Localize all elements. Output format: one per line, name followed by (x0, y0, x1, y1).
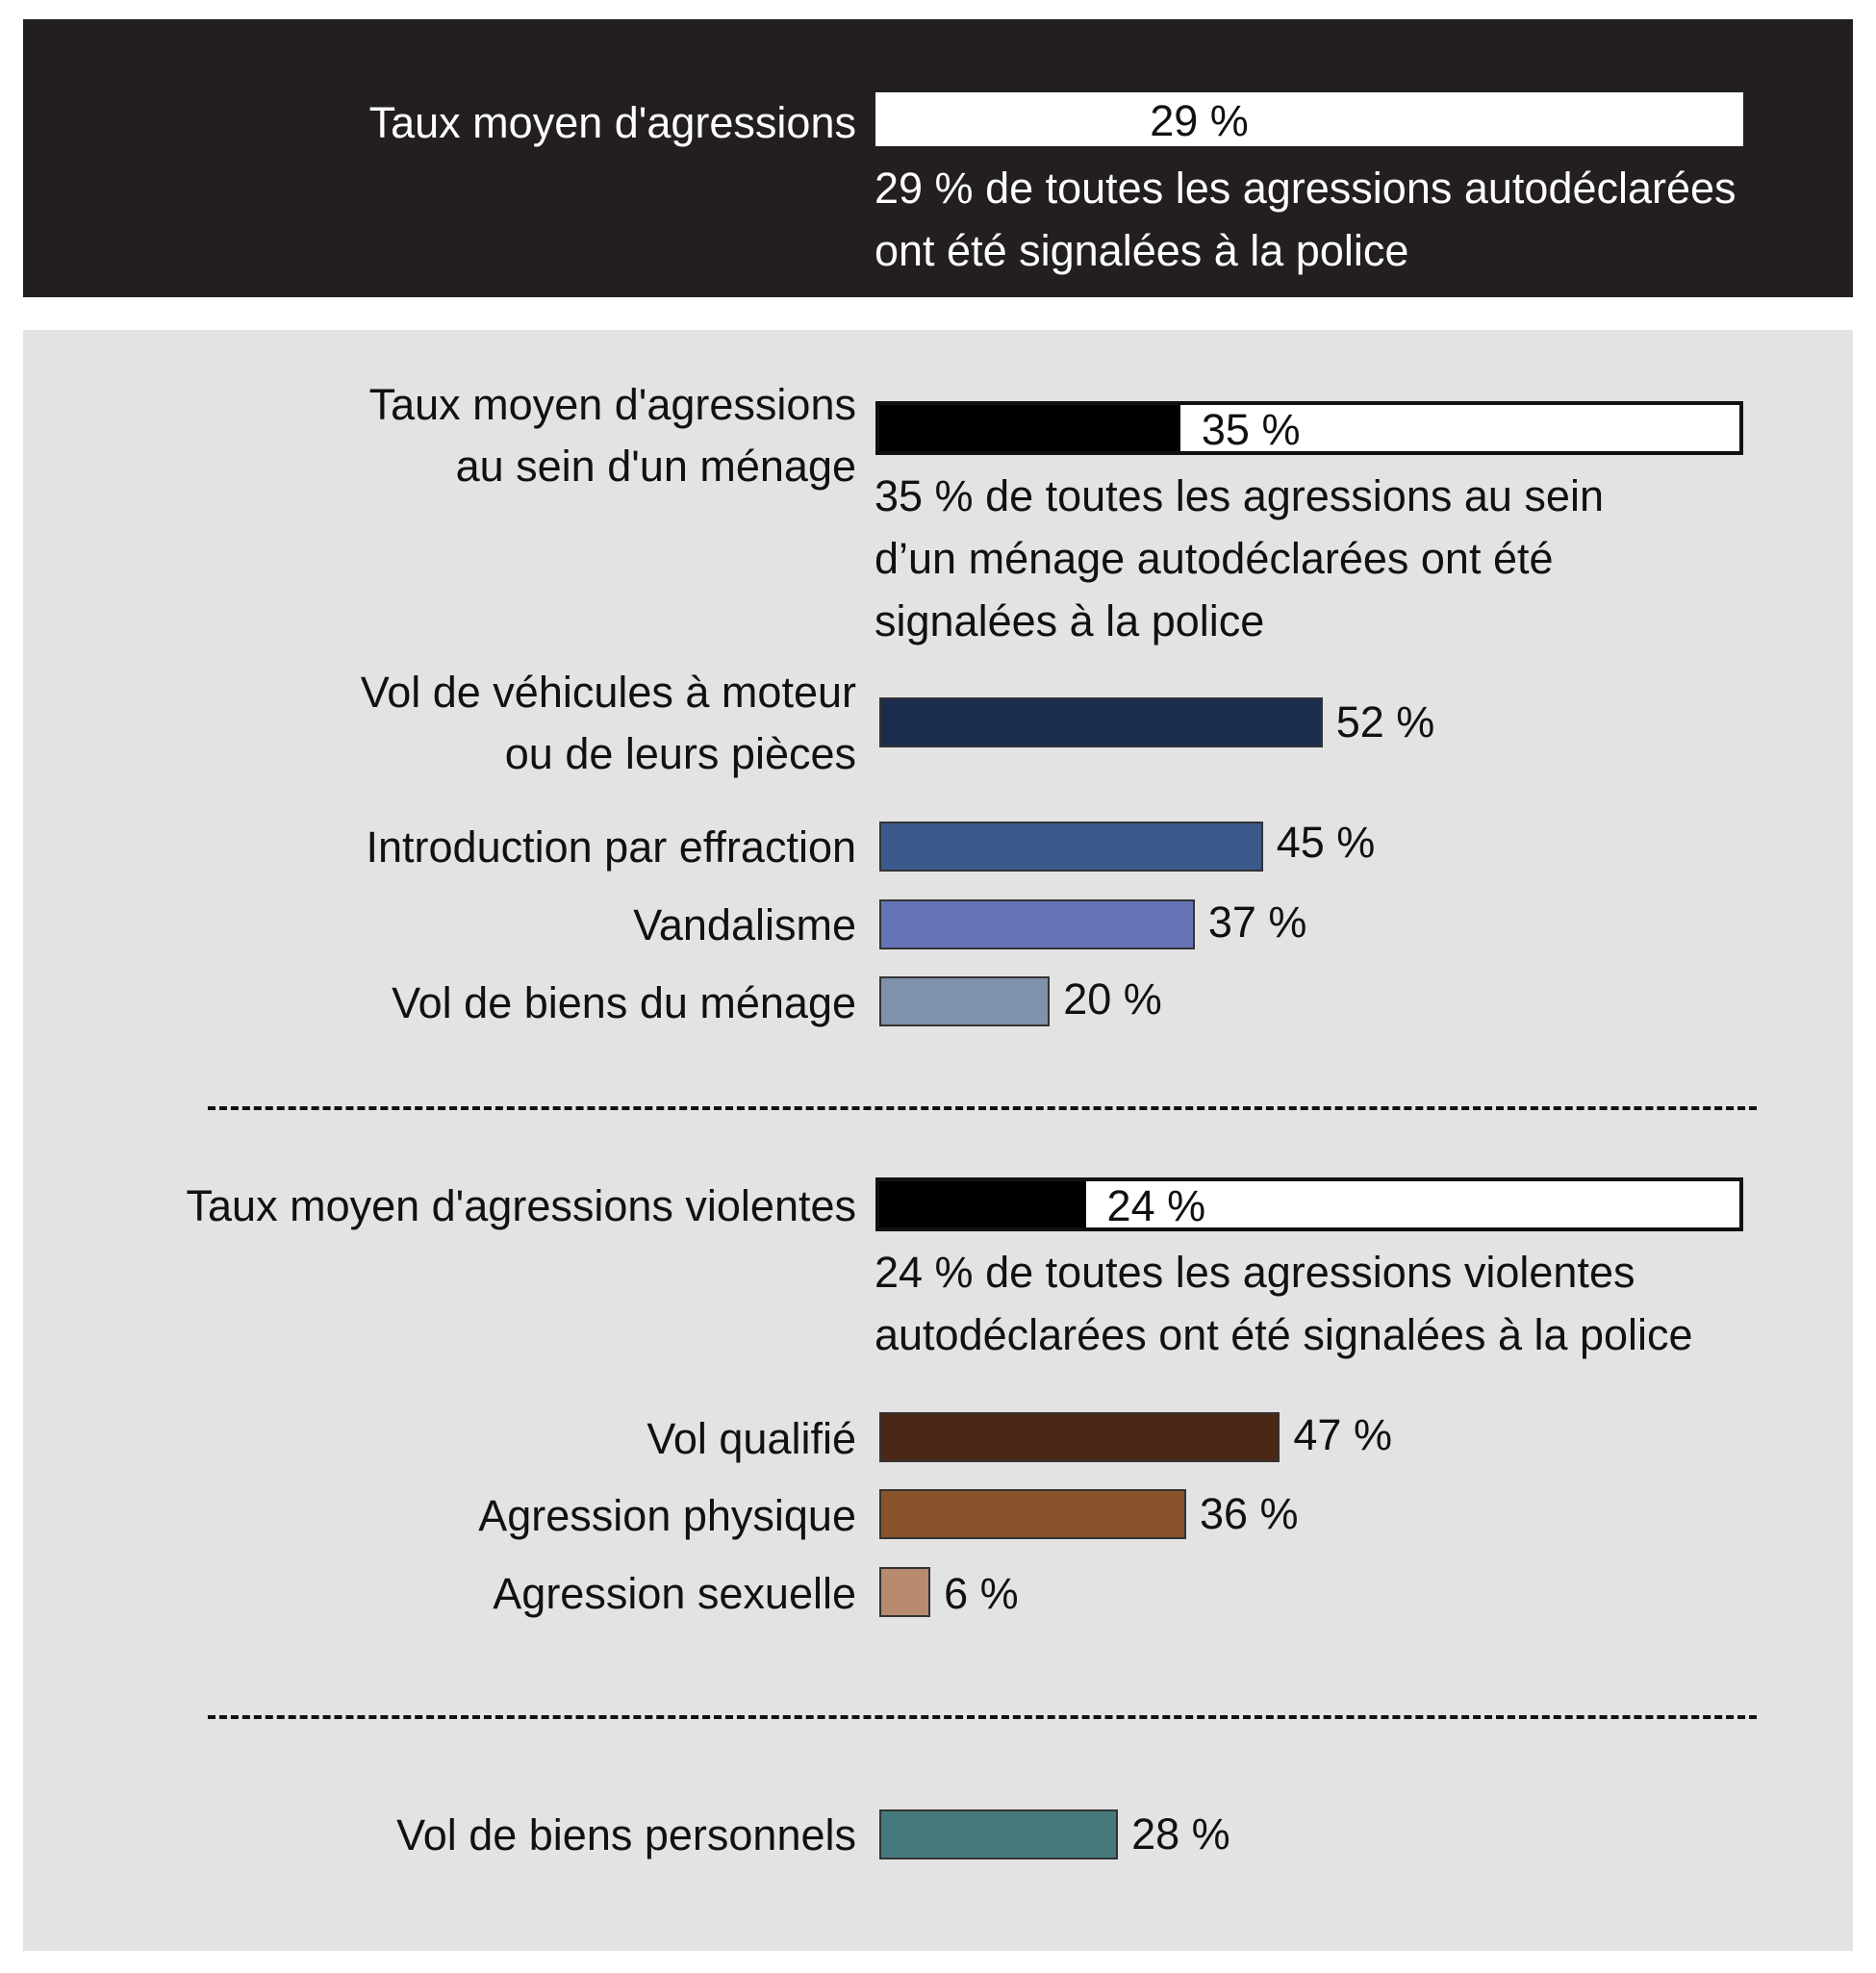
overall-average-note-line-1: 29 % de toutes les agressions autodéclar… (875, 164, 1737, 213)
bar-label-robbery: Vol qualifié (646, 1414, 856, 1463)
violent-average-label: Taux moyen d'agressions violentes (186, 1181, 856, 1230)
bar-value-household-property-theft: 20 % (1063, 974, 1162, 1024)
bar-vandalism (879, 899, 1195, 949)
bar-value-break-in: 45 % (1276, 818, 1376, 867)
bar-label-physical-assault: Agression physique (478, 1491, 856, 1540)
violent-average-note-line-2: autodéclarées ont été signalées à la pol… (875, 1310, 1693, 1359)
bar-personal-property-theft (879, 1809, 1119, 1859)
section-divider-1 (208, 1106, 1757, 1110)
bar-robbery (879, 1412, 1280, 1462)
breakdown-panel (23, 330, 1853, 1951)
bar-label-personal-property-theft: Vol de biens personnels (396, 1810, 856, 1859)
bar-household-property-theft (879, 976, 1051, 1026)
bar-label-vehicle-theft-line-2: ou de leurs pièces (504, 729, 856, 778)
bar-value-sexual-assault: 6 % (944, 1569, 1019, 1618)
household-average-note-line-1: 35 % de toutes les agressions au sein (875, 471, 1604, 520)
bar-value-vandalism: 37 % (1207, 898, 1307, 947)
bar-value-robbery: 47 % (1293, 1410, 1392, 1459)
bar-value-vehicle-theft: 52 % (1335, 697, 1435, 746)
bar-value-personal-property-theft: 28 % (1131, 1809, 1230, 1859)
household-average-label-line-1: Taux moyen d'agressions (368, 380, 856, 429)
overall-average-label: Taux moyen d'agressions (368, 98, 856, 147)
household-average-label-line-2: au sein d'un ménage (455, 442, 856, 491)
household-average-fill (879, 405, 1180, 451)
bar-vehicle-theft (879, 697, 1323, 747)
overall-panel (23, 19, 1853, 297)
overall-average-track: 29 % (875, 92, 1743, 146)
bar-physical-assault (879, 1489, 1186, 1539)
bar-label-household-property-theft: Vol de biens du ménage (392, 978, 856, 1027)
bar-label-sexual-assault: Agression sexuelle (493, 1569, 856, 1618)
bar-label-vehicle-theft-line-1: Vol de véhicules à moteur (360, 668, 856, 717)
bar-sexual-assault (879, 1567, 931, 1617)
bar-label-vandalism: Vandalisme (633, 900, 856, 949)
violent-average-note-line-1: 24 % de toutes les agressions violentes (875, 1248, 1635, 1297)
violent-average-value: 24 % (1106, 1181, 1206, 1230)
bar-break-in (879, 822, 1263, 872)
household-average-track: 35 % (875, 401, 1743, 455)
overall-average-value: 29 % (1150, 96, 1249, 145)
overall-average-note-line-2: ont été signalées à la police (875, 226, 1409, 275)
bar-value-physical-assault: 36 % (1199, 1489, 1299, 1538)
overall-average-fill (879, 96, 1129, 142)
household-average-note-line-3: signalées à la police (875, 596, 1265, 645)
household-average-value: 35 % (1201, 405, 1301, 454)
bar-label-break-in: Introduction par effraction (366, 822, 856, 872)
violent-average-track: 24 % (875, 1177, 1743, 1231)
section-divider-2 (208, 1715, 1757, 1719)
violent-average-fill (879, 1181, 1086, 1227)
household-average-note-line-2: d’un ménage autodéclarées ont été (875, 534, 1554, 583)
